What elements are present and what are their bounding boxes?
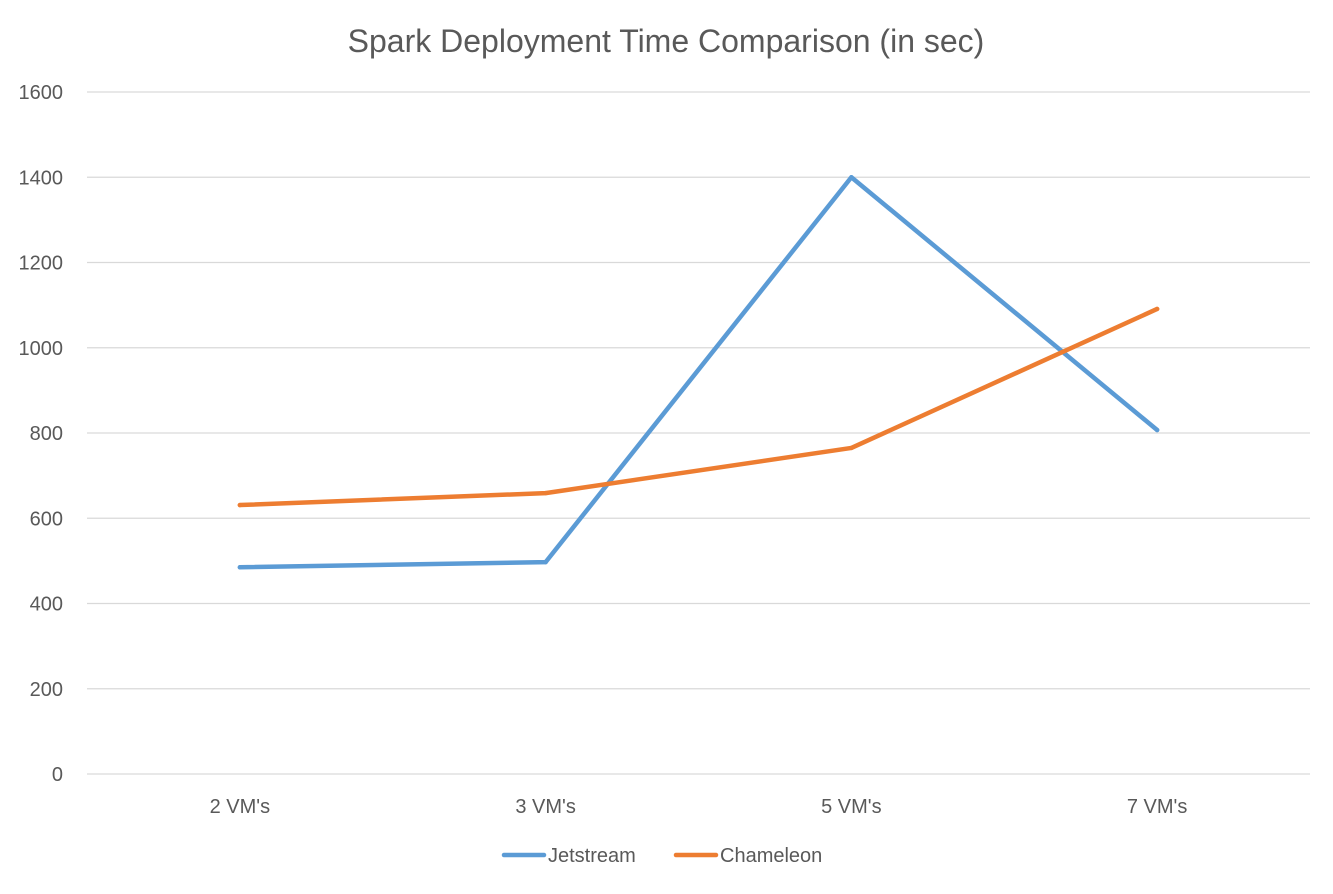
legend-label: Chameleon xyxy=(720,845,822,867)
x-tick-label: 7 VM's xyxy=(1127,796,1188,818)
data-point-chameleon xyxy=(1154,306,1160,312)
y-tick-label: 0 xyxy=(52,764,63,786)
x-axis-tick-labels: 2 VM's 3 VM's 5 VM's 7 VM's xyxy=(210,796,1188,818)
y-tick-label: 1600 xyxy=(19,82,64,104)
x-tick-label: 3 VM's xyxy=(515,796,576,818)
legend-item: Chameleon xyxy=(673,845,822,867)
series-line-jetstream xyxy=(237,175,1160,570)
series-line-chameleon xyxy=(237,306,1160,508)
data-point-jetstream xyxy=(849,175,854,180)
y-tick-label: 200 xyxy=(30,679,63,701)
data-point-chameleon xyxy=(849,445,854,451)
gridlines xyxy=(87,91,1310,775)
legend: Jetstream Chameleon xyxy=(501,845,822,867)
y-tick-label: 1000 xyxy=(19,338,64,360)
y-tick-label: 400 xyxy=(30,594,63,616)
data-point-chameleon xyxy=(543,490,548,496)
x-tick-label: 5 VM's xyxy=(821,796,882,818)
y-tick-label: 1200 xyxy=(19,253,64,275)
data-point-jetstream xyxy=(237,565,243,570)
legend-item: Jetstream xyxy=(501,845,636,867)
series-lines xyxy=(237,175,1160,570)
y-tick-label: 1400 xyxy=(19,167,64,189)
legend-label: Jetstream xyxy=(548,845,636,867)
data-point-jetstream xyxy=(1154,427,1160,433)
y-tick-label: 600 xyxy=(30,508,63,530)
data-point-jetstream xyxy=(543,559,548,565)
y-axis-tick-labels: 0 200 400 600 800 1000 1200 1400 1600 xyxy=(19,82,64,786)
y-tick-label: 800 xyxy=(30,423,63,445)
data-point-chameleon xyxy=(237,502,243,508)
x-tick-label: 2 VM's xyxy=(210,796,271,818)
chart-title: Spark Deployment Time Comparison (in sec… xyxy=(348,23,985,59)
